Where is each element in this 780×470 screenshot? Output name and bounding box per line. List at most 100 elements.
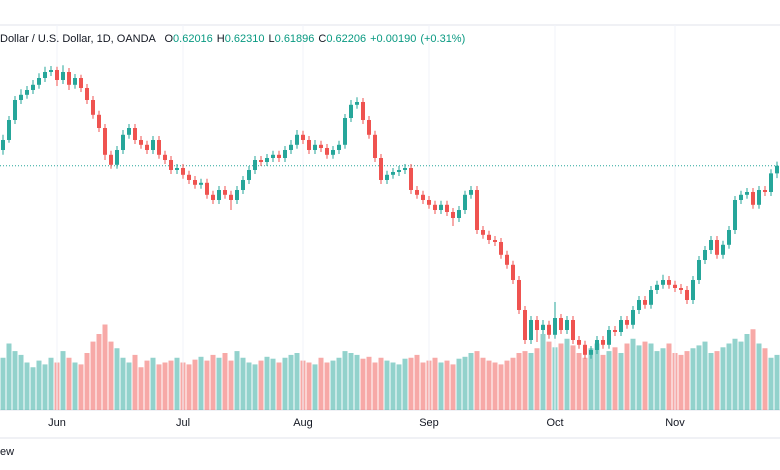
- candle-body: [163, 154, 167, 160]
- candle-body: [595, 340, 599, 350]
- legend-value: 0.62206: [326, 33, 367, 45]
- candle-body: [97, 114, 101, 128]
- volume-bar: [408, 357, 414, 410]
- candle-body: [745, 192, 749, 195]
- volume-bar: [288, 354, 294, 410]
- candle-body: [487, 234, 491, 240]
- volume-bar: [276, 362, 282, 410]
- candle-body: [205, 182, 209, 195]
- candle-body: [85, 88, 89, 100]
- candle-body: [559, 318, 563, 330]
- volume-bar: [630, 338, 636, 410]
- candle-body: [541, 324, 545, 330]
- volume-bar: [768, 357, 774, 410]
- volume-bar: [606, 351, 612, 410]
- volume-bar: [330, 360, 336, 410]
- candle-body: [679, 288, 683, 290]
- candle-body: [655, 284, 659, 290]
- candle-body: [613, 330, 617, 332]
- candle-body: [397, 170, 401, 172]
- candle-body: [109, 154, 113, 165]
- candle-body: [499, 242, 503, 255]
- candle-body: [43, 72, 47, 78]
- volume-bar: [324, 362, 330, 410]
- candle-body: [481, 230, 485, 235]
- volume-bar: [150, 357, 156, 410]
- volume-bar: [684, 351, 690, 410]
- candle-body: [199, 182, 203, 185]
- volume-bar: [642, 341, 648, 410]
- candle-body: [361, 102, 365, 120]
- volume-bar: [6, 343, 12, 410]
- volume-bar: [210, 354, 216, 410]
- candle-body: [661, 280, 665, 285]
- volume-bar: [282, 357, 288, 410]
- candle-body: [715, 240, 719, 255]
- volume-bar: [660, 348, 666, 410]
- candle-body: [583, 344, 587, 355]
- volume-bar: [654, 351, 660, 410]
- candle-body: [115, 150, 119, 165]
- candle-body: [139, 140, 143, 145]
- candle-body: [391, 172, 395, 175]
- volume-bar: [438, 362, 444, 410]
- volume-bar: [588, 348, 594, 410]
- volume-bar: [162, 362, 168, 410]
- candle-body: [331, 150, 335, 155]
- volume-bar: [12, 351, 18, 410]
- candle-body: [301, 134, 305, 140]
- candle-body: [55, 70, 59, 80]
- candle-body: [271, 154, 275, 158]
- candle-body: [763, 190, 767, 192]
- candle-body: [265, 158, 269, 162]
- candle-body: [673, 284, 677, 288]
- volume-layer: [0, 324, 780, 410]
- candle-body: [427, 200, 431, 205]
- volume-bar: [246, 362, 252, 410]
- volume-bar: [450, 364, 456, 410]
- volume-bar: [108, 341, 114, 410]
- x-tick-label: Nov: [665, 417, 685, 429]
- candle-body: [685, 290, 689, 300]
- candle-body: [511, 264, 515, 280]
- x-tick-label: Sep: [419, 417, 439, 429]
- volume-bar: [462, 356, 468, 410]
- candle-body: [67, 72, 71, 85]
- volume-bar: [264, 356, 270, 410]
- candle-body: [241, 180, 245, 190]
- candle-body: [721, 244, 725, 255]
- candle-body: [175, 168, 179, 170]
- volume-bar: [444, 360, 450, 410]
- volume-bar: [258, 360, 264, 410]
- candle-body: [151, 140, 155, 150]
- volume-bar: [396, 364, 402, 410]
- x-tick-label: Jul: [176, 417, 190, 429]
- volume-bar: [720, 347, 726, 410]
- volume-bar: [540, 334, 546, 410]
- candle-body: [367, 120, 371, 135]
- volume-bar: [144, 360, 150, 410]
- volume-bar: [678, 354, 684, 410]
- candle-body: [535, 320, 539, 330]
- candle-body: [691, 280, 695, 300]
- candle-body: [103, 128, 107, 155]
- volume-bar: [402, 358, 408, 410]
- volume-bar: [36, 360, 42, 410]
- candle-body: [607, 330, 611, 345]
- candle-body: [1, 140, 5, 150]
- candle-body: [13, 100, 17, 120]
- candle-body: [289, 144, 293, 150]
- candle-body: [247, 170, 251, 180]
- candle-body: [133, 128, 137, 140]
- volume-bar: [528, 353, 534, 410]
- candle-body: [433, 204, 437, 210]
- candle-body: [571, 320, 575, 340]
- volume-bar: [114, 348, 120, 410]
- candle-body: [757, 190, 761, 205]
- volume-bar: [18, 354, 24, 410]
- candle-body: [667, 280, 671, 285]
- x-tick-label: Oct: [546, 417, 563, 429]
- volume-bar: [570, 345, 576, 410]
- candle-body: [637, 300, 641, 310]
